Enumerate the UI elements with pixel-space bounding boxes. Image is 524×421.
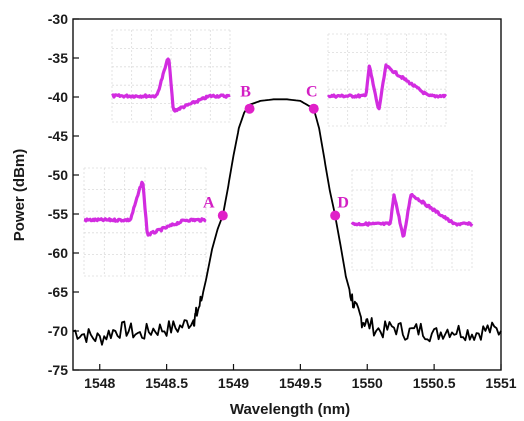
inset-b <box>111 29 231 123</box>
x-tick-label: 1548 <box>84 375 115 391</box>
y-tick-label: -45 <box>48 128 68 144</box>
point-a-marker <box>217 210 228 221</box>
point-b-label: B <box>240 84 251 101</box>
x-tick-label: 1550 <box>352 375 383 391</box>
inset-a <box>83 167 207 277</box>
y-tick-label: -40 <box>48 89 68 105</box>
x-tick-label: 1550.5 <box>413 375 456 391</box>
x-tick-label: 1549 <box>218 375 249 391</box>
x-axis-title: Wavelength (nm) <box>230 401 350 418</box>
point-b-marker <box>244 103 255 114</box>
marked-points: A B C D <box>203 84 349 221</box>
series-line <box>72 98 502 346</box>
point-d-label: D <box>337 195 349 212</box>
y-tick-label: -30 <box>48 11 68 27</box>
plot-frame <box>72 18 502 371</box>
x-tick-label: 1551 <box>485 375 516 391</box>
inset-c <box>327 33 448 127</box>
y-tick-label: -70 <box>48 323 68 339</box>
point-a-label: A <box>203 195 215 212</box>
x-tick-label: 1548.5 <box>145 375 188 391</box>
point-d-marker <box>330 210 341 221</box>
y-tick-label: -35 <box>48 50 68 66</box>
y-tick-label: -50 <box>48 167 68 183</box>
inset-waveform <box>350 192 474 238</box>
y-tick-label: -75 <box>48 362 68 378</box>
inset-waveform <box>83 180 207 237</box>
x-axis: 1548 1548.5 1549 1549.5 1550 1550.5 1551 <box>84 364 517 391</box>
inset-d <box>350 169 474 271</box>
inset-waveform <box>327 63 448 111</box>
point-c-marker <box>308 103 319 114</box>
y-tick-label: -55 <box>48 206 68 222</box>
y-tick-label: -65 <box>48 284 68 300</box>
inset-waveform <box>111 57 231 113</box>
inset-panels <box>83 29 474 277</box>
y-tick-label: -60 <box>48 245 68 261</box>
y-axis: -75 -70 -65 -60 -55 -50 -45 -40 -35 -30 <box>48 11 79 378</box>
x-tick-label: 1549.5 <box>279 375 322 391</box>
y-axis-title: Power (dBm) <box>11 149 28 242</box>
point-c-label: C <box>306 84 318 101</box>
